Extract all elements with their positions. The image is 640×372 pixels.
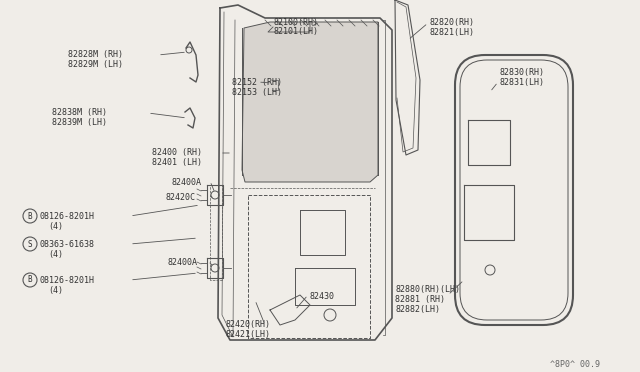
Text: B: B <box>28 212 32 221</box>
Text: 08363-61638: 08363-61638 <box>40 240 95 249</box>
Text: 82420(RH): 82420(RH) <box>225 320 270 329</box>
Text: 82880(RH)(LH): 82880(RH)(LH) <box>395 285 460 294</box>
Text: 82829M (LH): 82829M (LH) <box>68 60 123 69</box>
Text: (4): (4) <box>48 286 63 295</box>
Text: 82421(LH): 82421(LH) <box>225 330 270 339</box>
Text: 82420C: 82420C <box>165 193 195 202</box>
Text: 08126-8201H: 08126-8201H <box>40 276 95 285</box>
Text: 82881 (RH): 82881 (RH) <box>395 295 445 304</box>
Text: 82153 (LH): 82153 (LH) <box>232 88 282 97</box>
Text: ^8P0^ 00.9: ^8P0^ 00.9 <box>550 360 600 369</box>
Text: 82838M (RH): 82838M (RH) <box>52 108 107 117</box>
Text: 82882(LH): 82882(LH) <box>395 305 440 314</box>
Text: 82400A: 82400A <box>172 178 202 187</box>
Text: 82821(LH): 82821(LH) <box>430 28 475 37</box>
Text: (4): (4) <box>48 250 63 259</box>
Text: B: B <box>28 276 32 285</box>
Text: 82830(RH): 82830(RH) <box>500 68 545 77</box>
Text: 82839M (LH): 82839M (LH) <box>52 118 107 127</box>
Text: 82152 (RH): 82152 (RH) <box>232 78 282 87</box>
Text: 08126-8201H: 08126-8201H <box>40 212 95 221</box>
Text: 82101(LH): 82101(LH) <box>273 27 318 36</box>
Text: 82400A: 82400A <box>168 258 198 267</box>
Text: 82430: 82430 <box>310 292 335 301</box>
Polygon shape <box>242 22 378 182</box>
Text: 82100(RH): 82100(RH) <box>273 18 318 27</box>
Text: 82831(LH): 82831(LH) <box>500 78 545 87</box>
Text: 82828M (RH): 82828M (RH) <box>68 50 123 59</box>
Text: 82820(RH): 82820(RH) <box>430 18 475 27</box>
Text: S: S <box>28 240 32 248</box>
Text: (4): (4) <box>48 222 63 231</box>
Text: 82401 (LH): 82401 (LH) <box>152 158 202 167</box>
Text: 82400 (RH): 82400 (RH) <box>152 148 202 157</box>
